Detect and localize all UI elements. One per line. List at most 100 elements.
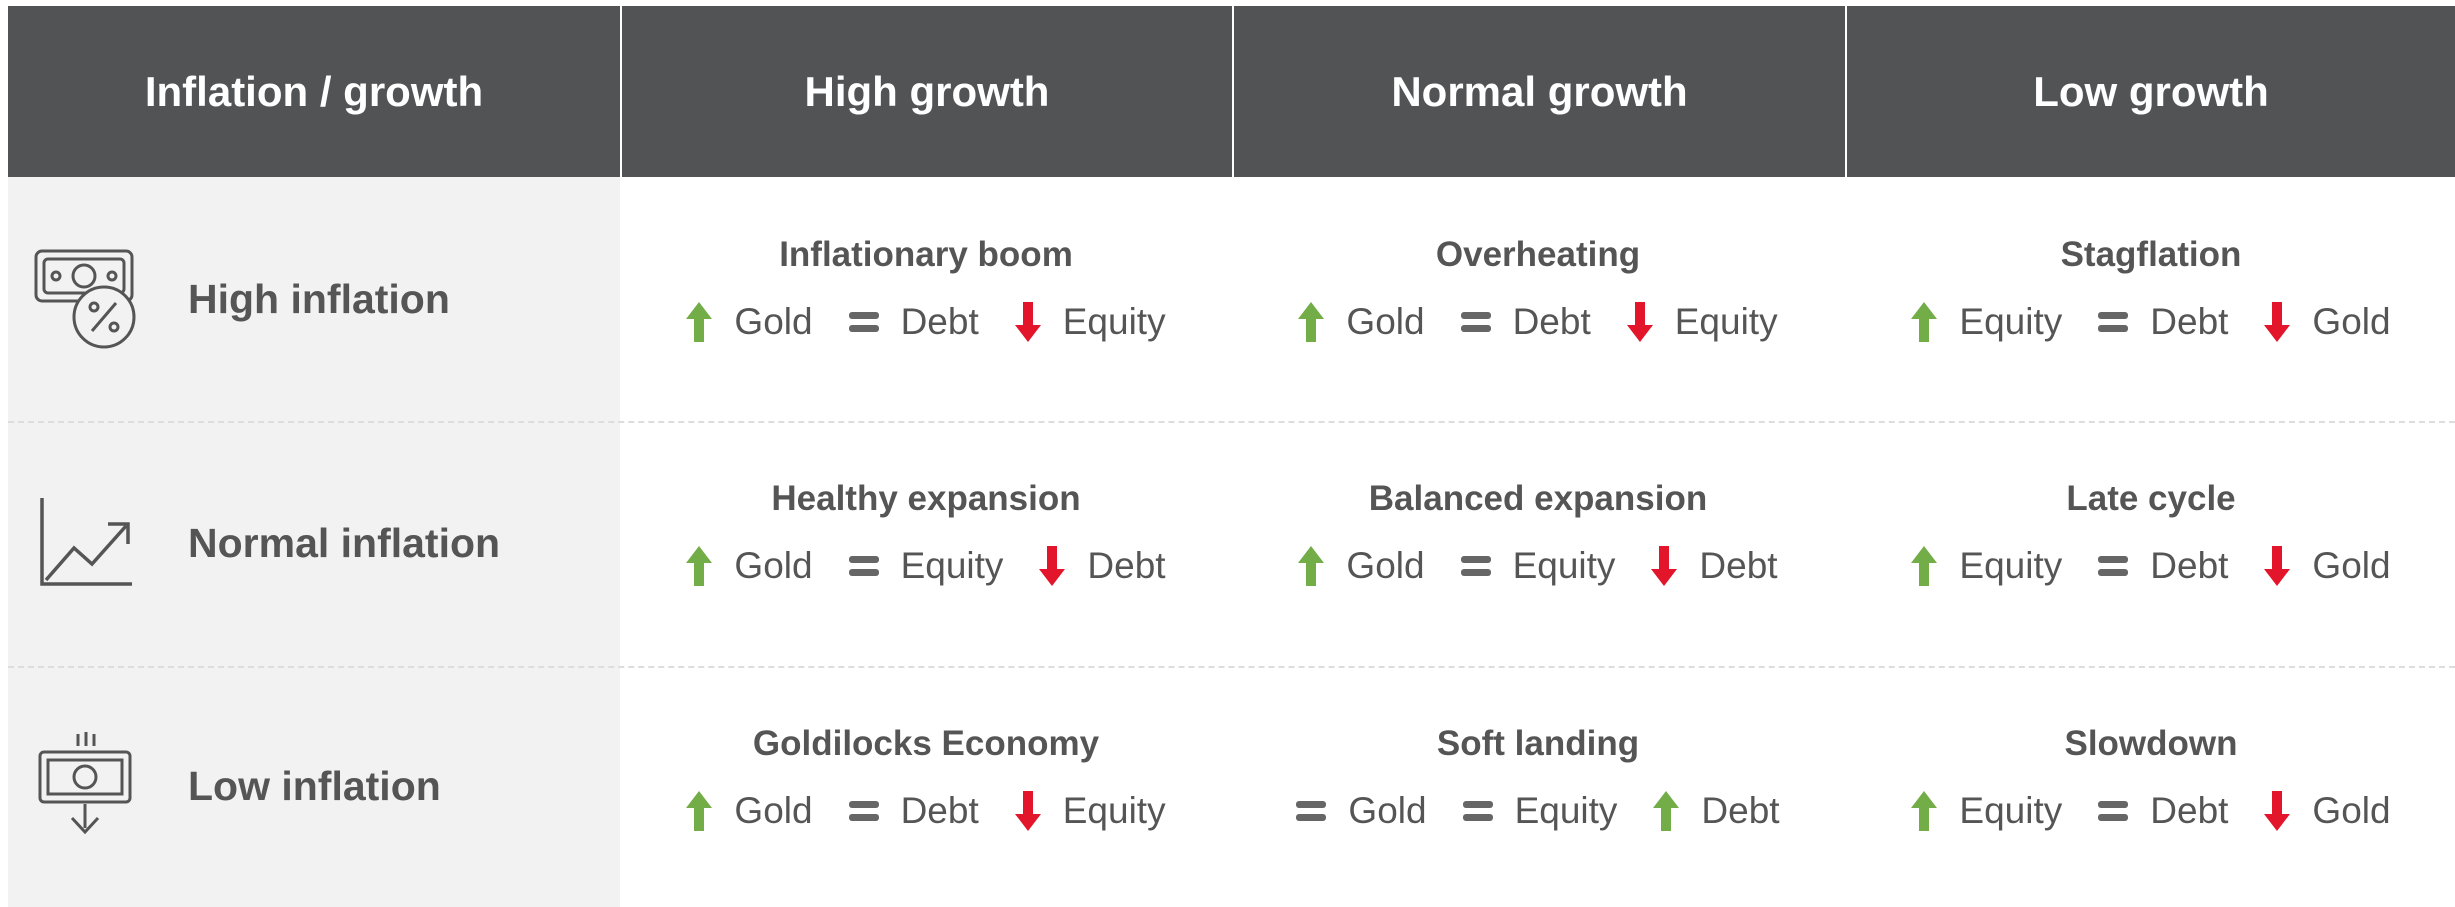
row-icon [34, 249, 136, 349]
row-header: Low inflation [8, 666, 620, 907]
asset-name: Equity [1062, 301, 1166, 342]
scenario-cell: Late cycle Equity Debt Gold [1845, 421, 2455, 666]
direction-icon [1653, 791, 1680, 831]
asset-name: Debt [2150, 790, 2229, 831]
header-cell: Low growth [1845, 6, 2455, 177]
scenario-cell: Healthy expansion Gold Equity Debt [620, 421, 1232, 666]
direction-icon [686, 546, 713, 586]
scenario-cell: Overheating Gold Debt Equity [1232, 177, 1844, 421]
row-label: Normal inflation [188, 520, 501, 566]
asset-name: Debt [1087, 545, 1166, 586]
scenario-cell: Balanced expansion Gold Equity Debt [1232, 421, 1844, 666]
asset-name: Debt [2150, 301, 2229, 342]
asset-name: Debt [900, 301, 979, 342]
row-header: High inflation [8, 177, 620, 421]
asset: Equity [1911, 545, 2062, 587]
asset: Equity [1911, 301, 2062, 343]
asset-name: Gold [734, 545, 813, 586]
asset: Gold [2264, 545, 2391, 587]
asset-list: Equity Debt Gold [1845, 790, 2455, 832]
asset-name: Gold [2312, 790, 2391, 831]
asset-list: Gold Equity Debt [1232, 545, 1844, 587]
asset: Debt [2098, 301, 2228, 343]
asset-name: Equity [900, 545, 1004, 586]
scenario-title: Inflationary boom [779, 235, 1073, 274]
asset: Gold [2264, 790, 2391, 832]
scenario-title: Slowdown [2064, 724, 2238, 763]
asset: Debt [2098, 545, 2228, 587]
asset-name: Gold [2312, 301, 2391, 342]
asset-name: Debt [2150, 545, 2229, 586]
row-header: Normal inflation [8, 421, 620, 666]
asset-name: Equity [1959, 545, 2063, 586]
asset: Gold [1296, 790, 1427, 832]
scenario-title: Soft landing [1436, 724, 1640, 763]
direction-icon [2264, 546, 2291, 586]
asset: Equity [848, 545, 1004, 587]
asset-name: Gold [1346, 545, 1425, 586]
asset-list: Gold Equity Debt [1232, 790, 1844, 832]
direction-icon [848, 312, 879, 332]
asset-name: Equity [1512, 545, 1616, 586]
direction-icon [1014, 791, 1041, 831]
scenario-title: Balanced expansion [1368, 479, 1708, 518]
asset: Gold [686, 545, 813, 587]
asset: Equity [1462, 790, 1618, 832]
direction-icon [1626, 302, 1653, 342]
asset: Gold [686, 301, 813, 343]
asset: Gold [1298, 301, 1425, 343]
direction-icon [1460, 312, 1491, 332]
asset-name: Gold [734, 301, 813, 342]
header-cell: High growth [620, 6, 1232, 177]
direction-icon [2098, 556, 2129, 576]
direction-icon [2264, 302, 2291, 342]
asset: Gold [686, 790, 813, 832]
asset: Equity [1911, 790, 2062, 832]
scenario-title: Overheating [1435, 235, 1641, 274]
direction-icon [1462, 801, 1493, 821]
row-label: Low inflation [188, 763, 441, 809]
direction-icon [686, 302, 713, 342]
direction-icon [1911, 546, 1938, 586]
direction-icon [1039, 546, 1066, 586]
direction-icon [1911, 791, 1938, 831]
asset: Gold [1298, 545, 1425, 587]
asset-name: Gold [734, 790, 813, 831]
asset-list: Equity Debt Gold [1845, 545, 2455, 587]
scenario-cell: Stagflation Equity Debt Gold [1845, 177, 2455, 421]
row-icon [40, 497, 132, 586]
asset: Debt [1653, 790, 1780, 832]
scenario-cell: Goldilocks Economy Gold Debt Equity [620, 666, 1232, 907]
row-icon [38, 731, 132, 834]
row-separator [8, 421, 2455, 423]
asset: Equity [1014, 790, 1166, 832]
direction-icon [1651, 546, 1678, 586]
direction-icon [1296, 801, 1327, 821]
asset: Debt [2098, 790, 2228, 832]
scenario-title: Healthy expansion [771, 479, 1081, 518]
asset-name: Equity [1674, 301, 1778, 342]
asset-name: Debt [1512, 301, 1591, 342]
asset-name: Equity [1959, 301, 2063, 342]
asset-name: Debt [900, 790, 979, 831]
direction-icon [1911, 302, 1938, 342]
direction-icon [686, 791, 713, 831]
asset-name: Gold [1346, 301, 1425, 342]
scenario-title: Late cycle [2066, 479, 2236, 518]
scenario-title: Stagflation [2060, 235, 2242, 274]
asset: Debt [848, 790, 979, 832]
asset-name: Equity [1514, 790, 1618, 831]
direction-icon [848, 801, 879, 821]
asset-name: Gold [2312, 545, 2391, 586]
scenario-cell: Soft landing Gold Equity Debt [1232, 666, 1844, 907]
header-cell: Normal growth [1232, 6, 1845, 177]
row-label: High inflation [188, 275, 450, 322]
asset: Debt [1460, 301, 1591, 343]
asset-name: Debt [1701, 790, 1780, 831]
direction-icon [2098, 801, 2129, 821]
asset: Debt [1039, 545, 1166, 587]
scenario-cell: Inflationary boom Gold Debt Equity [620, 177, 1232, 421]
asset-list: Equity Debt Gold [1845, 301, 2455, 343]
direction-icon [2264, 791, 2291, 831]
asset-list: Gold Debt Equity [1232, 301, 1844, 343]
